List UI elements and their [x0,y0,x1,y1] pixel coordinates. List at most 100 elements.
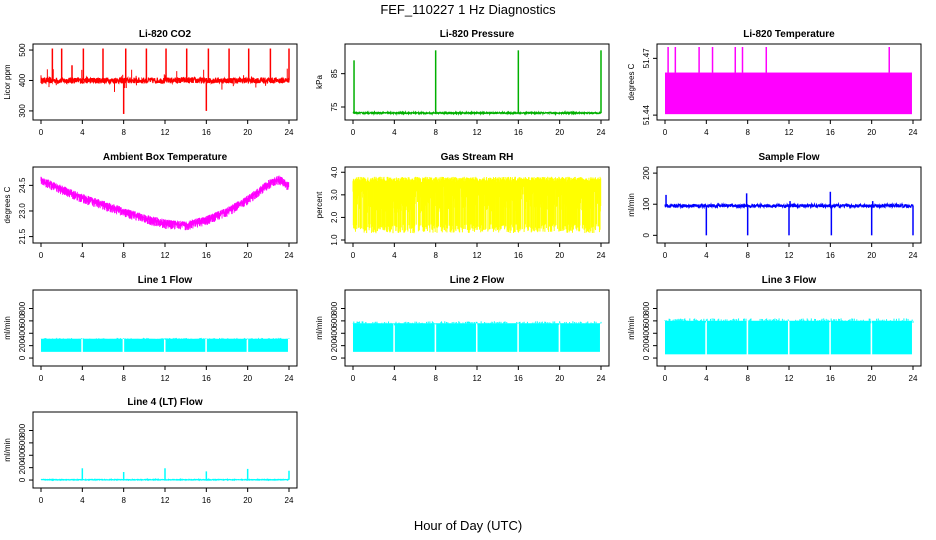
x-tick-label: 20 [243,128,252,137]
y-tick-label: 800 [642,301,651,315]
band-block [830,320,871,355]
x-tick-label: 8 [121,128,126,137]
panel-title: Sample Flow [758,152,819,163]
band-block [789,320,830,355]
x-tick-label: 16 [514,374,523,383]
data-series [40,337,290,352]
x-tick-label: 4 [80,374,85,383]
x-tick-label: 12 [473,128,482,137]
y-tick-label: 21.5 [18,228,27,244]
x-tick-label: 12 [473,374,482,383]
chart-panel-5: Gas Stream RH percent 0 4 8 12 16 20 24 1.0 2.0 3.0… [315,152,610,260]
y-axis-label: ml/min [3,316,12,340]
x-tick-label: 0 [663,128,668,137]
x-tick-label: 12 [161,374,170,383]
band-block [206,338,247,352]
x-tick-label: 24 [285,128,294,137]
chart-panel-6: Sample Flow ml/min 0 4 8 12 16 20 24 0 100 200 [627,152,922,260]
chart-panel-7: Line 1 Flow ml/min 0 4 8 12 16 20 24 0 20040060080… [3,275,298,383]
x-tick-label: 20 [867,251,876,260]
data-series [664,191,914,236]
band-block [165,338,206,352]
y-tick-label: 0 [642,233,651,238]
x-tick-label: 8 [121,374,126,383]
panel-title: Ambient Box Temperature [103,152,228,163]
x-tick-label: 0 [39,374,44,383]
band-block [82,338,123,352]
y-axis-label: degrees C [627,63,636,100]
x-tick-label: 4 [392,374,397,383]
y-tick-label: 800 [18,423,27,437]
y-axis-label: ml/min [315,316,324,340]
y-tick-label: 4.0 [330,166,339,178]
x-tick-label: 4 [392,128,397,137]
y-tick-label: 51.44 [642,105,651,126]
x-tick-label: 4 [80,496,85,505]
y-tick-label: 200 [642,166,651,180]
y-axis-label: ml/min [627,193,636,217]
y-axis-label: percent [315,191,324,218]
x-tick-label: 16 [826,374,835,383]
x-tick-label: 8 [121,251,126,260]
x-tick-label: 4 [392,251,397,260]
x-tick-label: 12 [785,251,794,260]
y-tick-label: 0 [18,477,27,482]
x-tick-label: 12 [785,374,794,383]
chart-panel-1: Li-820 CO2 Licor ppm 0 4 8 12 16 20 24 300 400 500 [3,29,298,137]
x-tick-label: 16 [514,128,523,137]
x-tick-label: 24 [909,128,918,137]
band-block [748,320,788,355]
x-tick-label: 0 [39,251,44,260]
y-tick-label: 200 [18,338,27,352]
y-tick-label: 600 [18,314,27,328]
band-block [518,323,559,352]
x-tick-label: 20 [555,251,564,260]
data-series [352,176,602,234]
x-tick-label: 4 [80,128,85,137]
band-block [665,72,912,115]
chart-panel-10: Line 4 (LT) Flow ml/min 0 4 8 12 16 20 24 0 200400… [3,397,298,505]
x-tick-label: 16 [826,128,835,137]
data-series [40,175,290,231]
y-tick-label: 100 [642,197,651,211]
x-tick-label: 24 [597,128,606,137]
y-axis-label: ml/min [627,316,636,340]
y-tick-label: 0 [642,355,651,360]
x-tick-label: 20 [243,251,252,260]
x-tick-label: 4 [704,374,709,383]
series-line [40,75,290,86]
panel-title: Li-820 Temperature [743,29,835,40]
x-tick-label: 0 [663,251,668,260]
x-tick-label: 8 [745,251,750,260]
panel-title: Line 3 Flow [762,275,817,286]
band-block [477,323,518,352]
x-tick-label: 0 [39,128,44,137]
x-tick-label: 24 [285,251,294,260]
y-tick-label: 400 [18,448,27,462]
panel-title: Line 2 Flow [450,275,505,286]
chart-panel-9: Line 3 Flow ml/min 0 4 8 12 16 20 24 0 20040060080… [627,275,922,383]
band-block [353,323,394,352]
x-tick-label: 20 [555,128,564,137]
x-tick-label: 8 [745,128,750,137]
x-tick-label: 20 [243,496,252,505]
x-tick-label: 16 [202,128,211,137]
data-series [40,468,290,482]
y-tick-label: 400 [330,326,339,340]
x-tick-label: 0 [351,128,356,137]
series-line [352,110,602,117]
panel-title: Line 4 (LT) Flow [127,397,203,408]
x-tick-label: 16 [826,251,835,260]
data-series [665,47,912,115]
y-tick-label: 23.0 [18,203,27,219]
x-tick-label: 8 [433,251,438,260]
band-block [124,338,164,352]
x-tick-label: 24 [909,251,918,260]
x-tick-label: 12 [473,251,482,260]
y-tick-label: 0 [18,355,27,360]
y-tick-label: 0 [330,355,339,360]
x-tick-label: 20 [867,374,876,383]
y-tick-label: 600 [18,436,27,450]
x-tick-label: 20 [555,374,564,383]
band-block [394,323,435,352]
